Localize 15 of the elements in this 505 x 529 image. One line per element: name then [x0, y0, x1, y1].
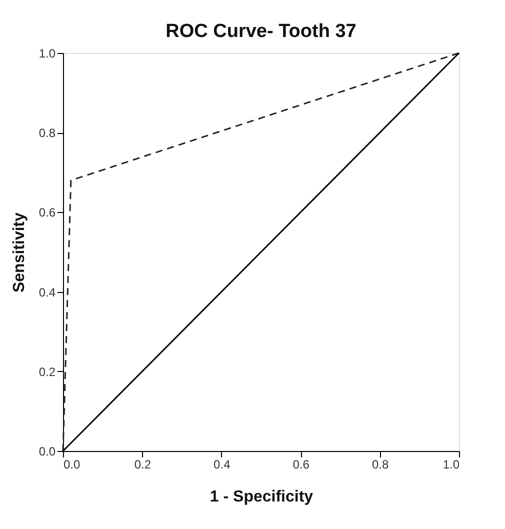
y-tick-label: 0.2	[38, 364, 56, 379]
y-tick-label: 1.0	[38, 46, 56, 60]
x-axis-title: 1 - Specificity	[210, 488, 314, 506]
y-axis-title: Sensitivity	[10, 212, 28, 293]
y-tick-label: 0.6	[38, 206, 56, 220]
x-tick-label: 0.4	[214, 458, 231, 472]
x-tick-label: 1.0	[442, 458, 460, 472]
y-tick-label: 0.0	[38, 444, 56, 458]
x-tick-label: 0.0	[64, 458, 81, 472]
x-tick-label: 0.2	[134, 458, 152, 472]
chart-title: ROC Curve- Tooth 37	[166, 21, 356, 42]
x-tick-label: 0.6	[292, 458, 310, 472]
y-tick-label: 0.4	[38, 285, 56, 300]
y-tick-label: 0.8	[38, 126, 56, 140]
x-tick-label: 0.8	[372, 458, 389, 472]
